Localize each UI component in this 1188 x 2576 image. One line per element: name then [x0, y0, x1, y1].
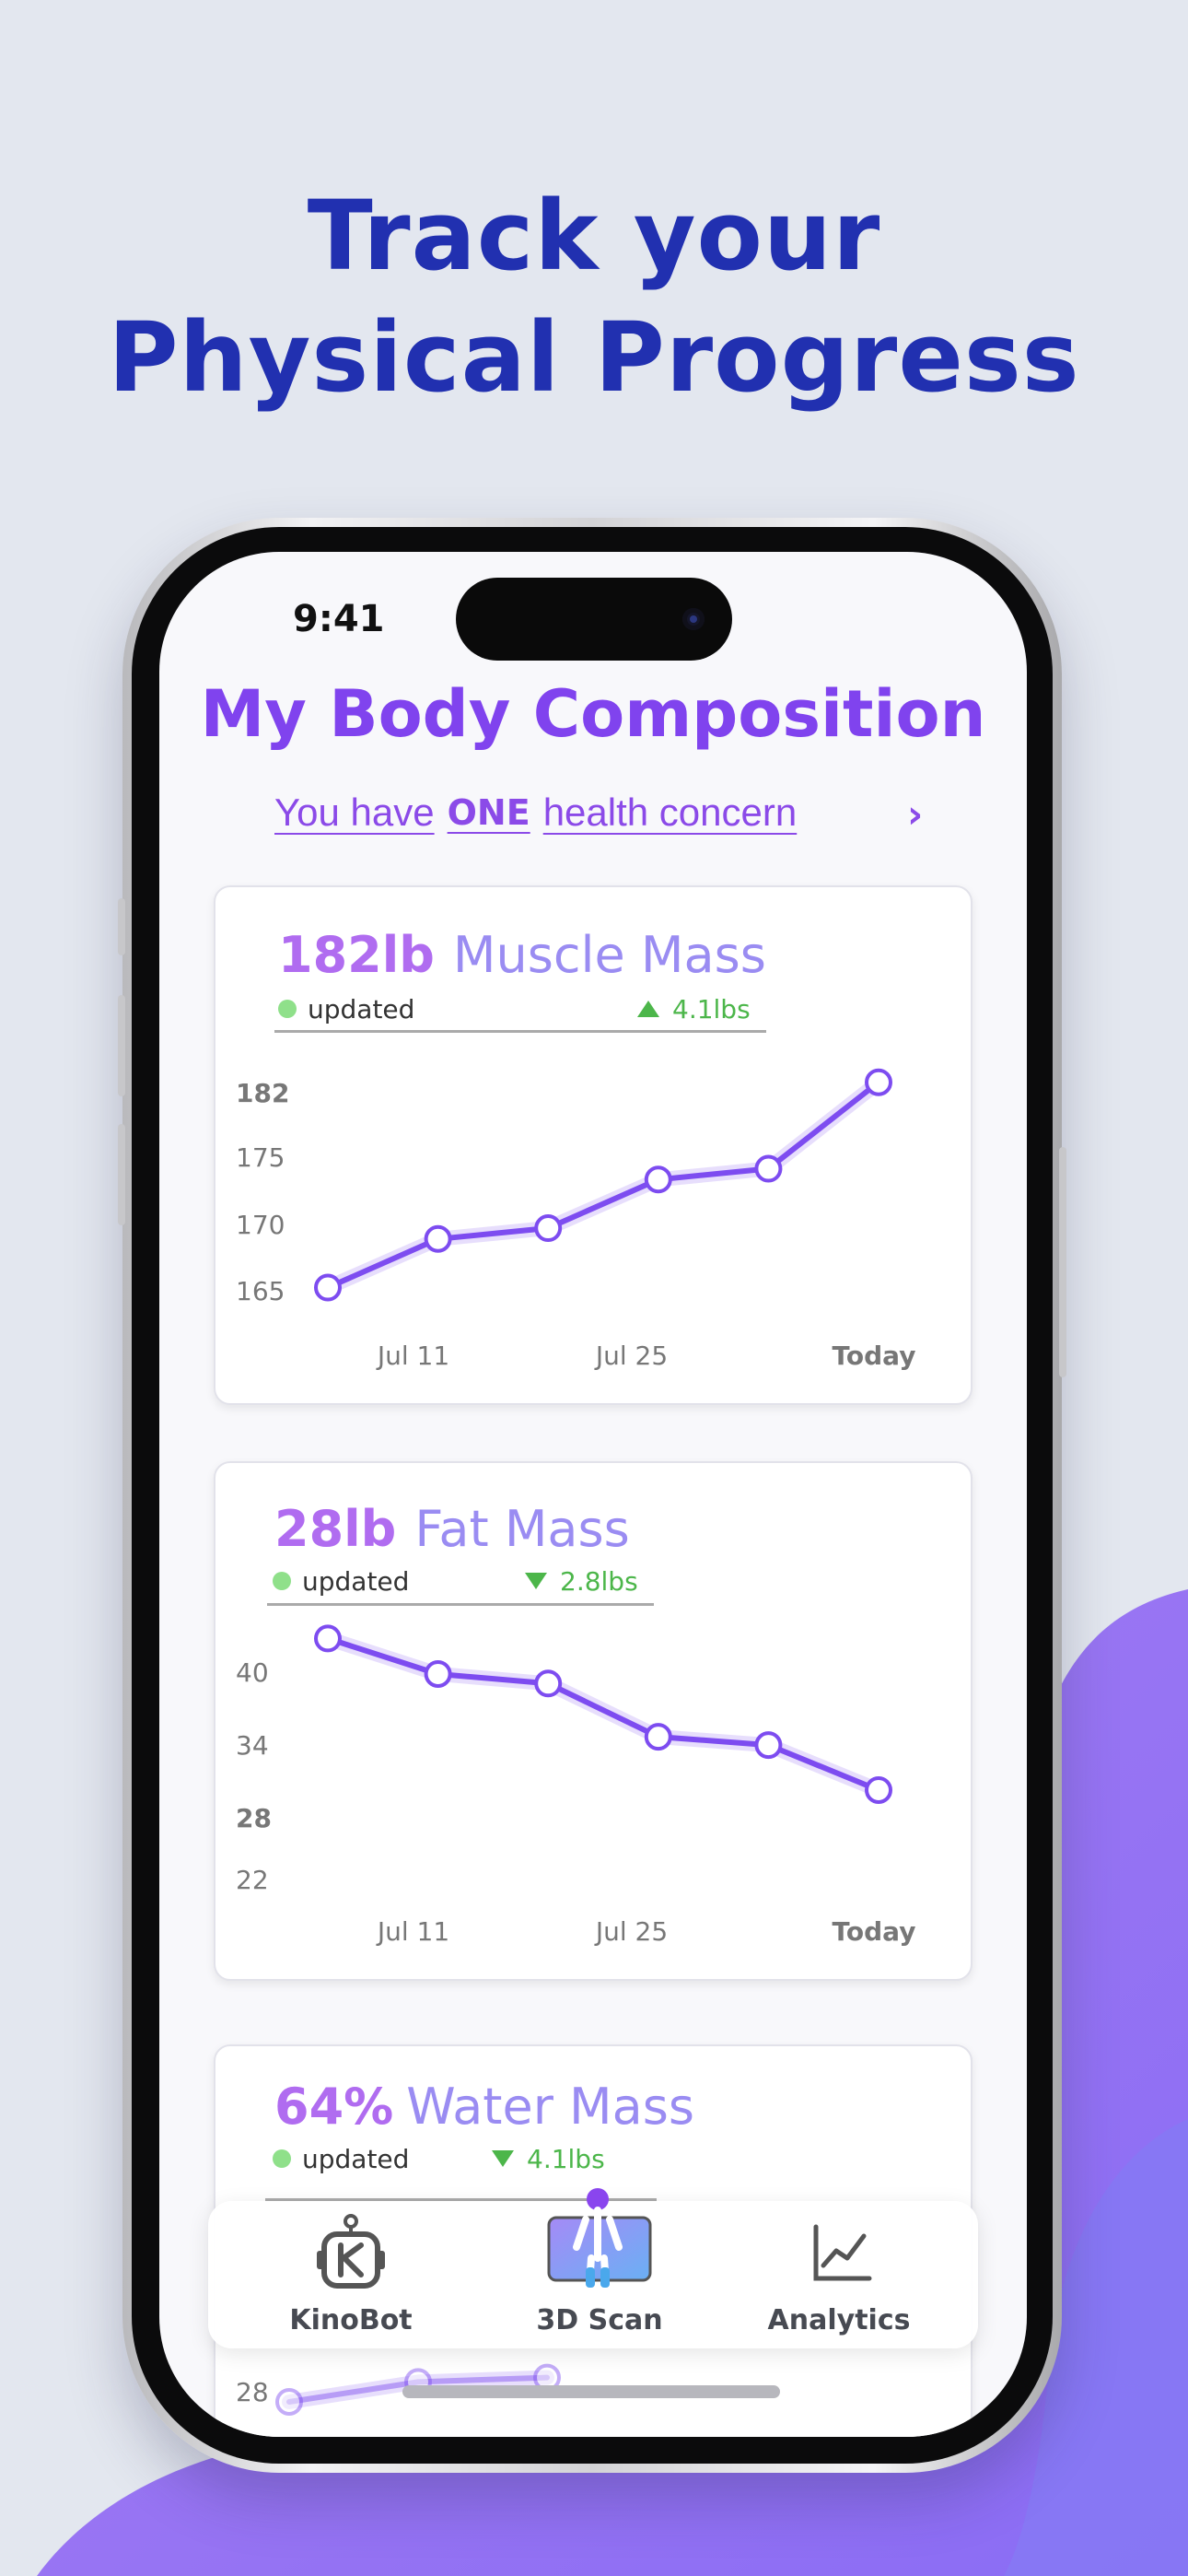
- volume-down-button: [118, 1124, 125, 1225]
- y-tick-label: 28: [236, 1803, 272, 1833]
- x-tick-label: Jul 11: [376, 1916, 449, 1947]
- fat-mass-card[interactable]: 28lb Fat Mass updated 2.8lbs 40 34 28 22 Jul …: [214, 1461, 973, 1981]
- tab-3d-scan[interactable]: 3D Scan: [512, 2188, 687, 2348]
- x-tick-label: Jul 25: [594, 1341, 668, 1371]
- card-divider: [265, 2198, 657, 2201]
- status-text: updated: [302, 2143, 410, 2174]
- y-tick-label: 170: [236, 1210, 285, 1240]
- delta-text: 4.1lbs: [672, 993, 751, 1025]
- card-metric-name: Water Mass: [406, 2078, 695, 2136]
- y-tick-label: 182: [236, 1078, 289, 1108]
- screen-title: My Body Composition: [200, 676, 986, 752]
- kinobot-icon: [317, 2214, 385, 2289]
- data-point: [754, 1731, 783, 1760]
- series-line: [325, 1635, 881, 1793]
- concern-count: ONE: [447, 792, 530, 833]
- y-tick-label: 40: [236, 1657, 269, 1688]
- card-delta: 4.1lbs: [637, 992, 751, 1025]
- card-heading: 28lb Fat Mass: [274, 1500, 630, 1558]
- x-tick-label: Jul 11: [376, 1341, 449, 1371]
- series-glow: [320, 1631, 886, 1797]
- concern-text-pre: You have: [274, 790, 435, 834]
- data-point: [644, 1165, 672, 1194]
- series-line: [286, 2374, 550, 2405]
- headline-line-1: Track your: [307, 180, 881, 292]
- delta-text: 2.8lbs: [560, 1565, 638, 1597]
- data-point: [754, 1154, 783, 1183]
- concern-text-post: health concern: [542, 790, 798, 834]
- card-status: updated: [273, 2142, 409, 2175]
- card-status: updated: [278, 992, 414, 1025]
- status-text: updated: [302, 1565, 410, 1597]
- tab-label: 3D Scan: [536, 2304, 663, 2336]
- chevron-right-icon[interactable]: ›: [907, 791, 924, 837]
- y-tick-label: 175: [236, 1142, 285, 1173]
- muscle-mass-card[interactable]: 182lb Muscle Mass updated 4.1lbs 182 175 17…: [214, 885, 973, 1405]
- health-concern-link[interactable]: You have ONE health concern: [274, 790, 797, 836]
- x-tick-label: Jul 25: [594, 1916, 668, 1947]
- volume-up-button: [118, 995, 125, 1096]
- analytics-icon: [813, 2224, 872, 2281]
- card-delta: 4.1lbs: [492, 2142, 605, 2175]
- data-point: [865, 1776, 892, 1804]
- data-point: [865, 1068, 892, 1096]
- card-value: 28lb: [274, 1500, 397, 1558]
- headline-line-2: Physical Progress: [108, 301, 1080, 414]
- x-tick-label: Today: [833, 1916, 916, 1947]
- dynamic-island: [456, 578, 732, 661]
- card-divider: [274, 1030, 766, 1033]
- card-value: 182lb: [278, 926, 435, 984]
- silent-switch: [118, 898, 125, 955]
- card-value: 64%: [274, 2078, 394, 2136]
- card-heading: 64% Water Mass: [274, 2078, 694, 2136]
- data-point: [314, 1273, 342, 1302]
- status-text: updated: [308, 993, 415, 1025]
- data-point: [424, 1660, 452, 1688]
- tab-kinobot[interactable]: KinoBot: [263, 2201, 438, 2348]
- tab-analytics[interactable]: Analytics: [751, 2201, 926, 2348]
- fat-mass-chart: 40 34 28 22 Jul 11 Jul 25 Today: [236, 1624, 916, 1947]
- home-indicator[interactable]: [402, 2385, 780, 2398]
- card-delta: 2.8lbs: [525, 1564, 638, 1598]
- status-dot-icon: [273, 1572, 291, 1590]
- y-tick-label: 34: [236, 1730, 269, 1761]
- data-point: [275, 2388, 303, 2416]
- status-time: 9:41: [293, 598, 385, 640]
- card-divider: [267, 1603, 654, 1606]
- power-button: [1059, 1147, 1066, 1377]
- data-point: [314, 1624, 342, 1653]
- x-tick-label: Today: [833, 1341, 916, 1371]
- arrow-up-icon: [637, 1001, 659, 1017]
- card-metric-name: Muscle Mass: [452, 926, 766, 984]
- data-point: [424, 1224, 452, 1253]
- status-dot-icon: [278, 1000, 297, 1018]
- series-glow: [320, 1074, 886, 1295]
- phone-screen: 9:41 My Body Composition You have ONE he…: [159, 552, 1027, 2437]
- y-tick-label: 28: [236, 2377, 269, 2407]
- y-tick-label: 22: [236, 1865, 269, 1895]
- y-tick-label: 165: [236, 1276, 285, 1306]
- status-dot-icon: [273, 2149, 291, 2168]
- tab-label: KinoBot: [289, 2304, 413, 2336]
- series-glow: [282, 2370, 554, 2409]
- headline: Track your Physical Progress: [0, 175, 1188, 418]
- series-line: [325, 1079, 881, 1291]
- data-point: [644, 1723, 672, 1751]
- delta-text: 4.1lbs: [527, 2143, 605, 2174]
- arrow-down-icon: [525, 1573, 547, 1589]
- card-metric-name: Fat Mass: [414, 1500, 630, 1558]
- arrow-down-icon: [492, 2150, 514, 2167]
- data-point: [534, 1214, 563, 1243]
- muscle-mass-chart: 182 175 170 165 Jul 11 Jul 25 Today: [236, 1068, 916, 1371]
- card-status: updated: [273, 1564, 409, 1598]
- camera-icon: [682, 608, 705, 630]
- data-point: [534, 1669, 563, 1698]
- 3d-scan-icon: [547, 2188, 652, 2288]
- tab-bar: KinoBot 3D Scan: [208, 2188, 978, 2348]
- tab-label: Analytics: [767, 2304, 911, 2336]
- card-heading: 182lb Muscle Mass: [278, 926, 766, 984]
